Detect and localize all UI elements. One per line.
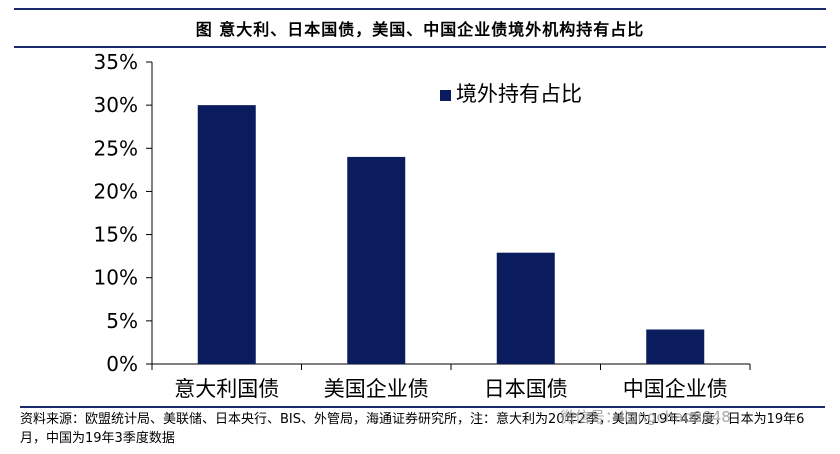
y-tick-label: 15% [94,223,138,247]
x-tick-label: 美国企业债 [324,377,429,401]
x-tick-label: 日本国债 [484,377,568,401]
bar [347,156,406,364]
bar [197,105,256,364]
legend-label: 境外持有占比 [456,82,582,106]
y-tick-label: 25% [94,136,138,160]
watermark: 微信号：liangchao8848 [560,408,731,426]
y-tick-label: 35% [94,50,138,74]
title-bar: 图 意大利、日本国债，美国、中国企业债境外机构持有占比 [14,8,826,48]
bar [496,252,555,364]
source-divider [20,406,825,408]
bar [646,329,705,364]
page-title: 图 意大利、日本国债，美国、中国企业债境外机构持有占比 [195,20,645,39]
y-tick-label: 5% [106,309,138,333]
y-tick-label: 20% [94,179,138,203]
bar-chart: 0% 5% 10% 15% 20% 25% 30% 35% 意大利国债 美国企业债 日本国债 中国企业… [94,50,751,401]
source-note: 资料来源：欧盟统计局、美联储、日本央行、BIS、外管局，海通证券研究所，注：意大… [20,412,805,446]
x-tick-label: 中国企业债 [623,377,728,401]
y-tick-label: 0% [106,352,138,376]
legend-swatch [440,90,451,101]
y-tick-label: 10% [94,266,138,290]
x-tick-label: 意大利国债 [174,377,279,401]
y-tick-label: 30% [94,93,138,117]
